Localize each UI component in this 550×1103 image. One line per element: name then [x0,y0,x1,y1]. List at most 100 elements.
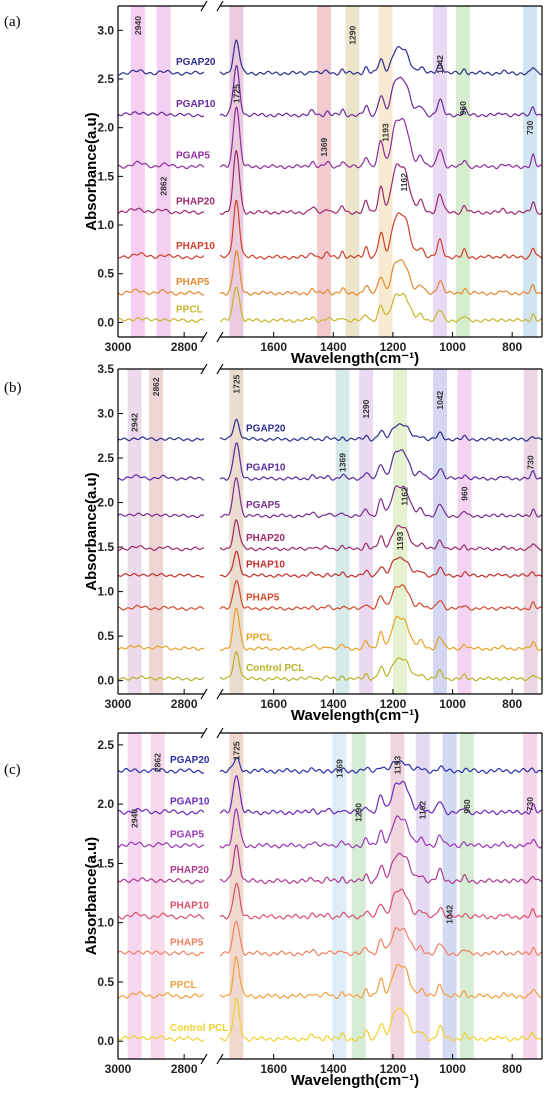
x-tick-label-3000: 3000 [105,340,132,354]
series-line-ppcl-seg2 [219,286,542,324]
x-tick-label-800: 800 [502,340,522,354]
series-line-phap10-seg1 [118,911,204,920]
series-line-ppcl-seg2 [219,607,542,651]
series-line-phap20-seg2 [219,844,542,885]
y-tick-label-1.0: 1.0 [97,916,114,930]
band-2942 [127,369,142,694]
series-line-phap10-seg1 [118,572,205,578]
x-tick-label-2800: 2800 [171,1062,198,1076]
y-tick-label-0.0: 0.0 [97,1034,114,1048]
band-1042 [433,6,448,337]
y-tick-label-0.5: 0.5 [97,267,114,281]
band-2862 [150,733,165,1059]
series-line-phap20-seg1 [118,207,205,215]
peak-label-730: 730 [525,797,535,811]
legend-label-phap20: PHAP20 [246,533,285,544]
x-tick-label-3000: 3000 [105,697,132,711]
band-2940 [130,6,145,337]
x-tick-label-2800: 2800 [171,340,198,354]
legend-label-phap10: PHAP10 [170,901,209,912]
peak-label-1162: 1162 [399,173,409,192]
band-1193 [390,733,405,1059]
series-line-pgap20-seg2 [219,757,542,774]
band-1369 [335,369,350,694]
chart-panel-3: PGAP20 PGAP10 PGAP5 PHAP20 PHAP10 PHAP5 PPCL Co… [4,727,543,1089]
series-line-phap5-seg1 [118,604,205,611]
x-tick-label-3000: 3000 [105,1062,132,1076]
legend-label-ppcl: PPCL [170,980,197,991]
peak-label-960: 960 [462,799,472,813]
x-axis-title: Wavelength(cm⁻¹) [291,350,419,367]
series-line-pgap10-seg1 [118,807,205,816]
legend-label-pgap20: PGAP20 [170,755,210,766]
x-tick-label-1400: 1400 [320,1062,347,1076]
band-1193 [393,369,408,694]
peak-label-960: 960 [459,486,469,500]
band-1290 [359,369,374,694]
series-line-control-pcl-seg1 [118,675,205,682]
y-tick-label-1.5: 1.5 [97,169,114,183]
peak-label-730: 730 [525,120,535,134]
peak-label-1290: 1290 [347,25,357,44]
series-line-control-pcl-seg1 [118,1034,205,1042]
series-line-pgap5-seg2 [219,477,542,519]
chart-panel-2: PGAP20 PGAP10 PGAP5 PHAP20 PHAP10 PHAP5 PPCL Co… [4,362,543,724]
peak-label-1725: 1725 [231,84,241,103]
peak-label-2940: 2940 [133,16,143,35]
series-line-pgap20-seg2 [219,39,542,76]
y-tick-label-0.5: 0.5 [97,975,114,989]
y-tick-label-2.0: 2.0 [97,797,114,811]
band-2862 [149,369,164,694]
band-730 [523,733,538,1059]
y-tick-label-2.5: 2.5 [97,451,114,465]
band-1290 [351,733,366,1059]
peak-label-2862: 2862 [159,176,169,195]
x-tick-label-1600: 1600 [260,1062,287,1076]
peak-label-1369: 1369 [334,759,344,778]
series-line-pgap20-seg1 [118,767,205,774]
x-tick-label-1600: 1600 [260,340,287,354]
axis-break-mark [200,363,208,375]
legend-label-pgap10: PGAP10 [176,99,216,110]
legend-label-phap10: PHAP10 [246,560,285,571]
peak-label-1162: 1162 [418,801,428,820]
y-tick-label-2.0: 2.0 [97,496,114,510]
series-line-phap5-seg1 [118,950,205,957]
y-tick-label-0.0: 0.0 [97,315,114,329]
peak-label-1290: 1290 [361,399,371,418]
axis-break-mark [216,0,224,12]
peak-label-1369: 1369 [319,137,329,156]
series-line-pgap5-seg1 [118,512,205,519]
legend-label-pgap20: PGAP20 [176,57,216,68]
band-960 [457,369,472,694]
axis-break-mark [200,331,208,343]
axis-break-mark [200,0,208,12]
band-1162 [415,733,430,1059]
series-line-pgap10-seg1 [118,111,205,118]
band-730 [523,369,538,694]
peak-label-1290: 1290 [354,803,364,822]
x-tick-label-1000: 1000 [439,697,466,711]
peak-label-1042: 1042 [435,55,445,74]
band-960 [455,6,470,337]
series-line-phap10-seg2 [219,882,542,920]
x-tick-label-1600: 1600 [260,697,287,711]
y-axis-title: Absorbance(a.u) [83,472,100,590]
x-tick-label-1400: 1400 [320,340,347,354]
band-730 [523,6,538,337]
series-line-phap5-seg2 [219,579,542,611]
legend-label-pgap5: PGAP5 [176,151,210,162]
legend-label-pgap5: PGAP5 [170,830,204,841]
series-line-pgap20-seg1 [118,436,205,442]
series-line-pgap5-seg1 [118,160,205,170]
peak-label-1042: 1042 [435,390,445,409]
peak-label-1162: 1162 [399,487,409,506]
series-line-ppcl-seg1 [118,317,205,323]
axis-break-mark [216,688,224,700]
peak-label-1193: 1193 [380,123,390,142]
y-tick-label-3.5: 3.5 [97,362,114,376]
band-1725 [229,369,244,694]
series-line-phap20-seg2 [219,519,542,552]
band-2940 [127,733,142,1059]
peak-label-730: 730 [526,455,536,469]
